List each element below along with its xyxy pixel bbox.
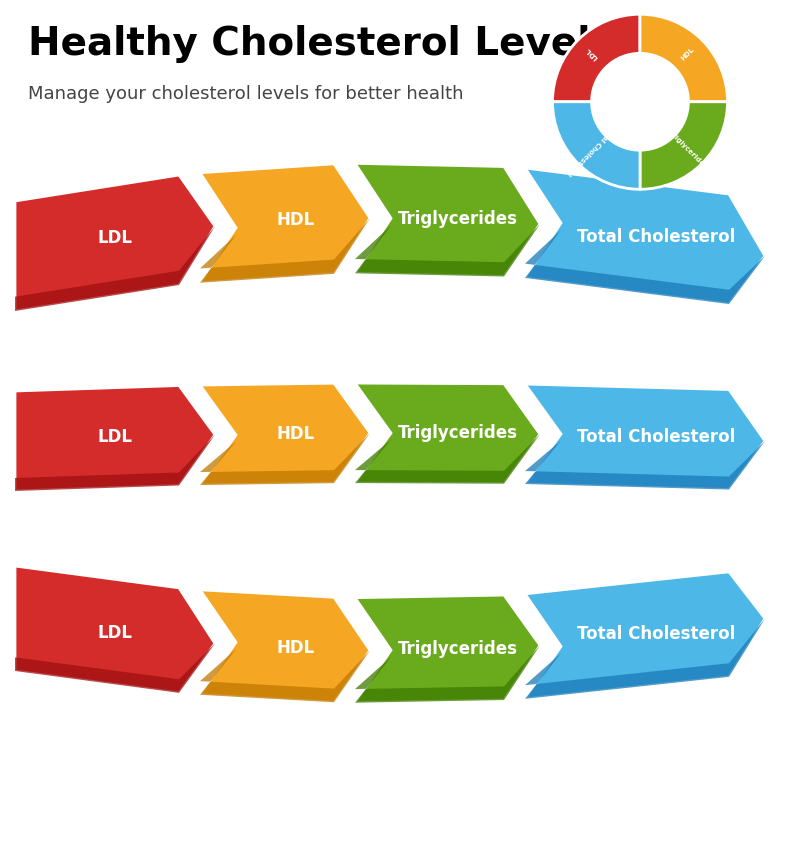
Polygon shape xyxy=(355,434,540,484)
Wedge shape xyxy=(553,14,640,102)
Text: LDL: LDL xyxy=(585,47,599,61)
Polygon shape xyxy=(525,572,765,699)
Polygon shape xyxy=(200,383,370,485)
Text: HDL: HDL xyxy=(277,639,315,657)
Text: HDL: HDL xyxy=(277,424,315,443)
Text: Triglycerides: Triglycerides xyxy=(398,641,518,658)
Polygon shape xyxy=(355,645,540,702)
Polygon shape xyxy=(200,164,370,283)
Text: Healthy Cholesterol Levels: Healthy Cholesterol Levels xyxy=(28,25,614,63)
Polygon shape xyxy=(200,590,370,702)
Polygon shape xyxy=(15,226,215,311)
Text: LDL: LDL xyxy=(98,624,133,643)
Polygon shape xyxy=(355,383,540,484)
Polygon shape xyxy=(15,566,215,693)
Polygon shape xyxy=(525,384,765,489)
Polygon shape xyxy=(200,218,370,283)
Polygon shape xyxy=(525,441,765,489)
Wedge shape xyxy=(640,14,727,102)
Polygon shape xyxy=(200,433,370,485)
Wedge shape xyxy=(640,102,727,190)
Polygon shape xyxy=(355,164,540,276)
Text: Triglycerides: Triglycerides xyxy=(398,210,518,229)
Text: Triglycerides: Triglycerides xyxy=(668,130,708,170)
Polygon shape xyxy=(355,595,540,702)
Polygon shape xyxy=(15,175,215,311)
Text: HDL: HDL xyxy=(277,211,315,229)
Polygon shape xyxy=(525,618,765,699)
Text: HDL: HDL xyxy=(680,46,696,61)
Wedge shape xyxy=(553,102,640,190)
Polygon shape xyxy=(355,224,540,276)
Polygon shape xyxy=(15,435,215,491)
Text: LDL: LDL xyxy=(98,429,133,446)
Text: Total Cholesterol: Total Cholesterol xyxy=(577,428,735,446)
Text: LDL: LDL xyxy=(98,229,133,248)
Text: Manage your cholesterol levels for better health: Manage your cholesterol levels for bette… xyxy=(28,85,463,103)
Polygon shape xyxy=(200,650,370,702)
Text: Total Cholesterol: Total Cholesterol xyxy=(566,124,618,176)
Polygon shape xyxy=(525,230,765,304)
Text: Total Cholesterol: Total Cholesterol xyxy=(577,625,735,643)
Polygon shape xyxy=(15,385,215,491)
Polygon shape xyxy=(525,168,765,304)
Text: Total Cholesterol: Total Cholesterol xyxy=(577,228,735,246)
Text: Triglycerides: Triglycerides xyxy=(398,424,518,443)
Polygon shape xyxy=(15,643,215,693)
